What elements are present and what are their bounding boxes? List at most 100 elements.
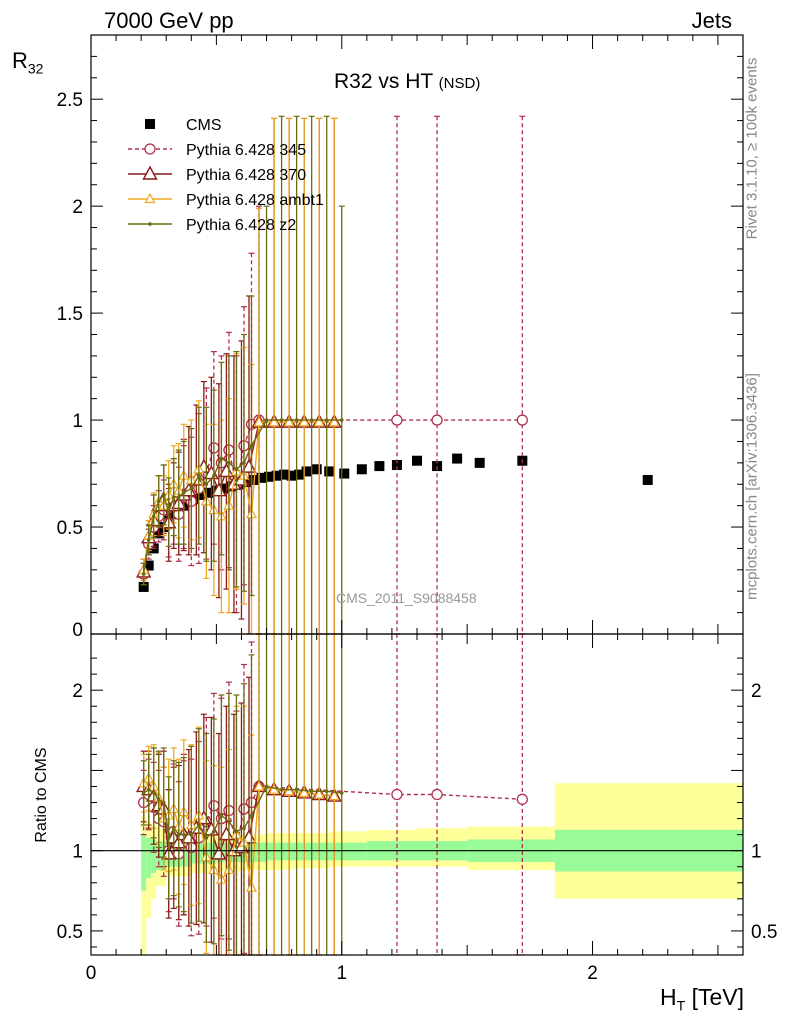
legend-entry-pythia-6-428-z2: Pythia 6.428 z2 bbox=[128, 217, 296, 234]
data-point bbox=[181, 491, 186, 495]
legend-label: Pythia 6.428 ambt1 bbox=[186, 192, 324, 209]
data-point bbox=[264, 471, 275, 482]
data-point bbox=[339, 468, 350, 479]
data-point bbox=[189, 486, 194, 491]
ratio-band-inner bbox=[266, 842, 292, 861]
ratio-point bbox=[176, 832, 181, 837]
ratio-point bbox=[283, 785, 295, 796]
ratio-series-layer bbox=[135, 633, 528, 956]
ratio-point bbox=[279, 787, 284, 792]
header-left: 7000 GeV pp bbox=[104, 8, 234, 33]
data-point bbox=[374, 461, 385, 472]
main-series-layer bbox=[135, 115, 653, 635]
legend-label: Pythia 6.428 370 bbox=[186, 167, 306, 184]
y-tick-label: 2 bbox=[72, 197, 83, 218]
legend-label: Pythia 6.428 345 bbox=[186, 142, 306, 159]
data-point bbox=[219, 456, 224, 461]
ratio-point bbox=[189, 832, 194, 837]
data-point bbox=[143, 560, 154, 571]
ratio-point bbox=[219, 813, 224, 818]
ratio-point bbox=[516, 793, 528, 805]
ratio-band-inner bbox=[141, 834, 147, 891]
ratio-point bbox=[242, 826, 246, 831]
data-point bbox=[156, 499, 161, 504]
data-point bbox=[309, 418, 314, 422]
legend-marker bbox=[144, 143, 156, 155]
data-point bbox=[268, 415, 280, 427]
data-point bbox=[391, 414, 403, 426]
legend-entry-pythia-6-428-345: Pythia 6.428 345 bbox=[128, 142, 306, 159]
ratio-point bbox=[264, 784, 269, 789]
ratio-point bbox=[151, 791, 156, 795]
ratio-y-tick-label: 0.5 bbox=[57, 922, 83, 943]
rivet-label: Rivet 3.1.10, ≥ 100k events bbox=[743, 57, 761, 240]
ratio-point bbox=[298, 786, 310, 797]
ratio-point bbox=[339, 791, 344, 795]
legend-entry-pythia-6-428-ambt1: Pythia 6.428 ambt1 bbox=[128, 192, 324, 209]
data-point bbox=[432, 461, 443, 472]
data-point bbox=[166, 510, 171, 514]
data-point bbox=[212, 473, 216, 478]
ratio-point bbox=[141, 791, 146, 795]
data-point bbox=[642, 474, 653, 485]
data-point bbox=[271, 470, 282, 481]
data-point bbox=[203, 487, 214, 498]
ratio-point bbox=[166, 836, 171, 840]
y-tick-label: 1.5 bbox=[57, 304, 83, 325]
legend-label: Pythia 6.428 z2 bbox=[186, 217, 296, 234]
data-point bbox=[253, 415, 265, 427]
ratio-band-inner bbox=[146, 837, 152, 878]
y-axis-label-sub: 32 bbox=[27, 60, 44, 77]
data-point bbox=[218, 483, 229, 494]
data-point bbox=[249, 443, 254, 448]
ratio-point bbox=[146, 787, 151, 792]
ratio-point bbox=[309, 789, 314, 794]
ratio-point bbox=[204, 836, 209, 840]
data-point bbox=[176, 495, 181, 499]
x-axis-label-sub: T bbox=[676, 997, 686, 1014]
data-point bbox=[204, 482, 209, 487]
data-point bbox=[227, 461, 231, 465]
ratio-point bbox=[313, 788, 325, 799]
ratio-y-tick-label-right: 2 bbox=[751, 681, 762, 702]
data-point bbox=[339, 418, 344, 422]
data-point bbox=[234, 467, 239, 472]
ratio-point bbox=[218, 826, 235, 841]
data-point bbox=[171, 495, 176, 499]
ratio-point bbox=[249, 813, 254, 818]
data-point bbox=[516, 414, 528, 426]
legend-entry-pythia-6-428-370: Pythia 6.428 370 bbox=[128, 165, 306, 184]
ratio-point bbox=[181, 832, 186, 837]
ratio-band-inner bbox=[156, 841, 167, 870]
y-axis-label-ratio: Ratio to CMS bbox=[33, 747, 50, 843]
ratio-point bbox=[431, 788, 443, 801]
data-point bbox=[196, 489, 207, 500]
data-point bbox=[279, 418, 284, 422]
data-point bbox=[294, 469, 305, 480]
data-point bbox=[356, 464, 367, 475]
data-point bbox=[218, 462, 235, 478]
ratio-uncertainty-bands bbox=[141, 783, 743, 955]
x-axis-label: HT [TeV] bbox=[660, 984, 744, 1014]
data-point bbox=[211, 482, 227, 497]
header-right: Jets bbox=[691, 8, 732, 33]
ratio-point bbox=[328, 789, 340, 801]
data-point bbox=[141, 572, 146, 576]
ratio-series-pythia-6-428-z2 bbox=[140, 633, 345, 956]
ratio-point bbox=[227, 819, 231, 824]
ratio-point bbox=[212, 829, 216, 834]
legend-marker bbox=[142, 165, 158, 180]
x-tick-label: 0 bbox=[86, 963, 97, 984]
ratio-band-inner bbox=[329, 842, 367, 861]
ratio-y-tick-label-right: 0.5 bbox=[751, 922, 777, 943]
data-point bbox=[431, 414, 443, 426]
ratio-band-inner bbox=[151, 839, 157, 874]
ratio-y-tick-label: 2 bbox=[72, 681, 83, 702]
legend-marker bbox=[145, 119, 155, 129]
ratio-point bbox=[197, 823, 201, 827]
legend-label: CMS bbox=[186, 117, 222, 134]
data-point bbox=[412, 455, 422, 466]
legend-marker bbox=[148, 222, 152, 226]
plot-title-sub: (NSD) bbox=[438, 75, 481, 92]
